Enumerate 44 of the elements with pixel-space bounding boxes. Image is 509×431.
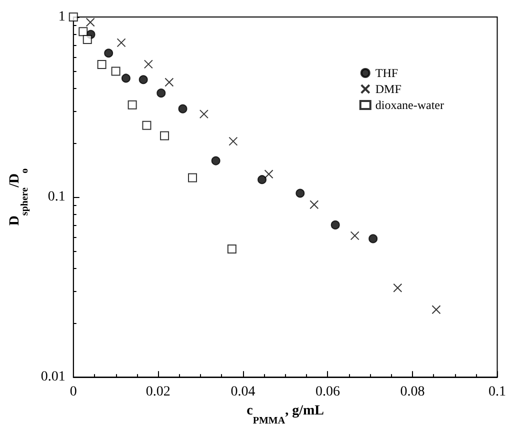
point xyxy=(86,18,95,27)
point xyxy=(82,34,92,44)
x-tick-label: 0.02 xyxy=(146,384,170,400)
point xyxy=(144,60,153,69)
point xyxy=(310,200,319,210)
point xyxy=(264,170,274,179)
point xyxy=(97,60,106,69)
legend-label: dioxane-water xyxy=(375,98,444,112)
x-tick-label: 0.06 xyxy=(315,384,340,400)
point xyxy=(138,75,148,84)
point xyxy=(258,175,267,184)
point xyxy=(188,173,197,182)
point xyxy=(368,234,378,244)
x-tick-label: 0.04 xyxy=(230,384,256,400)
point xyxy=(432,305,441,314)
point xyxy=(164,78,174,87)
point xyxy=(156,88,166,98)
point xyxy=(111,66,120,76)
y-tick-label: 0.01 xyxy=(40,370,66,385)
x-tick-label: 0.08 xyxy=(400,384,425,400)
x-tick-label: 0 xyxy=(70,384,77,400)
x-tick-label: 0.1 xyxy=(488,384,506,400)
point xyxy=(104,48,114,58)
point xyxy=(227,244,236,254)
point xyxy=(199,110,208,119)
point xyxy=(330,220,340,230)
point xyxy=(296,188,305,198)
point xyxy=(121,74,130,83)
point xyxy=(393,283,402,292)
point xyxy=(228,136,238,146)
point xyxy=(160,131,170,140)
y-tick-label: 1 xyxy=(58,10,66,24)
x-axis-title: cPMMA, g/mL xyxy=(246,404,324,426)
point xyxy=(78,27,88,36)
legend-label: THF xyxy=(375,66,398,80)
point xyxy=(142,120,152,130)
point xyxy=(178,104,188,114)
point xyxy=(211,156,220,166)
point xyxy=(128,100,137,110)
y-tick-label: 0.1 xyxy=(48,190,66,205)
point xyxy=(350,231,360,240)
point xyxy=(116,38,126,48)
legend-label: DMF xyxy=(375,82,402,96)
y-axis-title: Dsphere/Do xyxy=(8,168,30,226)
